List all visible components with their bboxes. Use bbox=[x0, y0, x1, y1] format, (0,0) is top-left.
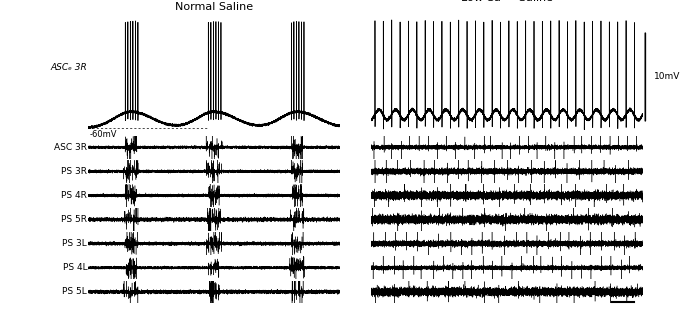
Text: -60mV: -60mV bbox=[90, 130, 118, 139]
Text: ASC 3R: ASC 3R bbox=[54, 143, 87, 152]
Text: ASCₑ 3R: ASCₑ 3R bbox=[50, 63, 87, 73]
Text: PS 5R: PS 5R bbox=[61, 215, 87, 224]
Text: Low Ca$^{2+}$ Saline: Low Ca$^{2+}$ Saline bbox=[460, 0, 554, 5]
Text: PS 3R: PS 3R bbox=[61, 167, 87, 176]
Text: PS 4R: PS 4R bbox=[61, 191, 87, 200]
Text: 10mV: 10mV bbox=[653, 73, 680, 82]
Title: Normal Saline: Normal Saline bbox=[175, 2, 253, 11]
Text: PS 4L: PS 4L bbox=[63, 263, 87, 272]
Text: PS 5L: PS 5L bbox=[63, 287, 87, 296]
Text: PS 3L: PS 3L bbox=[63, 239, 87, 248]
